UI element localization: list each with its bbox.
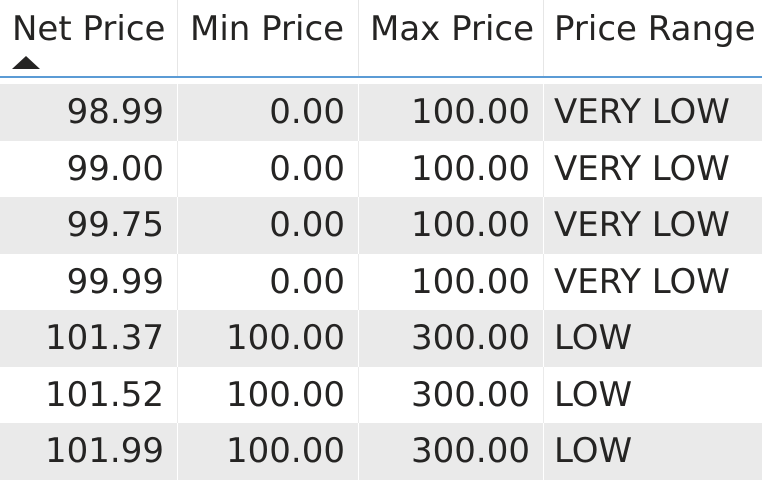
sort-ascending-icon[interactable] <box>12 56 40 69</box>
table-row[interactable]: 101.52 100.00 300.00 LOW <box>0 366 762 423</box>
max-price-cell: 100.00 <box>358 140 543 197</box>
table-header: Net Price Min Price Max Price Price Rang… <box>0 0 762 78</box>
column-header-net-price[interactable]: Net Price <box>0 0 177 76</box>
column-header-price-range[interactable]: Price Range <box>543 0 762 76</box>
max-price-cell: 300.00 <box>358 423 543 480</box>
price-range-cell: VERY LOW <box>543 253 762 310</box>
column-header-label: Net Price <box>12 9 166 49</box>
net-price-cell: 99.99 <box>66 261 164 302</box>
column-header-label: Max Price <box>370 9 535 49</box>
net-price-cell: 101.99 <box>45 431 164 471</box>
price-range-cell: VERY LOW <box>543 140 762 197</box>
max-price-cell: 100.00 <box>358 197 543 254</box>
min-price-cell: 0.00 <box>177 84 358 141</box>
min-price-cell: 0.00 <box>177 253 358 310</box>
table-row[interactable]: 99.00 0.00 100.00 VERY LOW <box>0 140 762 197</box>
table-row[interactable]: 98.99 0.00 100.00 VERY LOW <box>0 84 762 141</box>
min-price-cell: 0.00 <box>177 140 358 197</box>
price-range-cell: VERY LOW <box>543 84 762 141</box>
table-row[interactable]: 101.99 100.00 300.00 LOW <box>0 423 762 480</box>
column-header-max-price[interactable]: Max Price <box>358 0 543 76</box>
table-body: 98.99 0.00 100.00 VERY LOW 99.00 0.00 10… <box>0 84 762 480</box>
price-range-cell: LOW <box>543 366 762 423</box>
table-row[interactable]: 101.37 100.00 300.00 LOW <box>0 310 762 367</box>
column-header-min-price[interactable]: Min Price <box>177 0 358 76</box>
max-price-cell: 100.00 <box>358 253 543 310</box>
min-price-cell: 100.00 <box>177 366 358 423</box>
max-price-cell: 100.00 <box>358 84 543 141</box>
column-header-label: Price Range <box>554 9 756 49</box>
net-price-cell: 101.37 <box>45 318 164 358</box>
net-price-cell: 99.75 <box>66 205 164 245</box>
net-price-cell: 99.00 <box>66 148 164 189</box>
min-price-cell: 100.00 <box>177 310 358 367</box>
price-range-cell: VERY LOW <box>543 197 762 254</box>
price-range-cell: LOW <box>543 310 762 367</box>
min-price-cell: 100.00 <box>177 423 358 480</box>
max-price-cell: 300.00 <box>358 366 543 423</box>
min-price-cell: 0.00 <box>177 197 358 254</box>
table-row[interactable]: 99.75 0.00 100.00 VERY LOW <box>0 197 762 254</box>
table-row[interactable]: 99.99 0.00 100.00 VERY LOW <box>0 253 762 310</box>
net-price-cell: 98.99 <box>66 92 164 132</box>
column-header-label: Min Price <box>190 9 345 49</box>
net-price-cell: 101.52 <box>45 374 164 415</box>
price-range-cell: LOW <box>543 423 762 480</box>
max-price-cell: 300.00 <box>358 310 543 367</box>
